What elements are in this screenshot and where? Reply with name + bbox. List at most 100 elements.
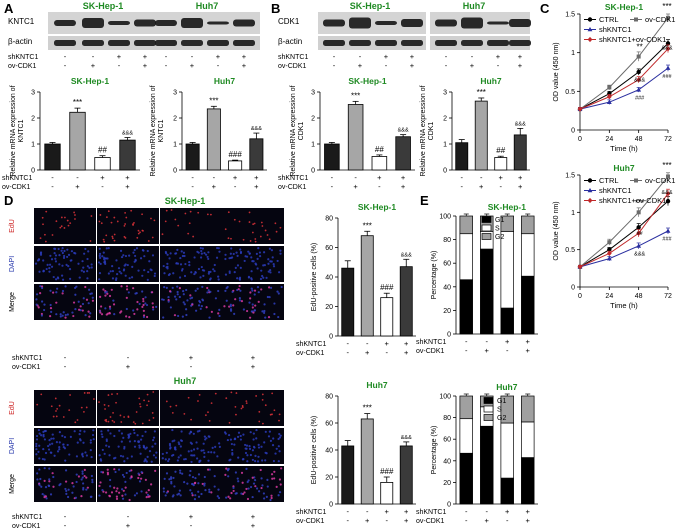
cell-dot	[172, 272, 175, 275]
cell-dot	[88, 315, 91, 318]
cell-dot	[38, 468, 41, 471]
condition-sign: -	[190, 521, 193, 530]
cell-dot	[213, 485, 216, 488]
cell-dot	[175, 404, 178, 407]
cell-dot	[48, 263, 52, 266]
cell-dot	[251, 303, 254, 306]
cell-dot	[105, 234, 108, 237]
cell-dot	[35, 293, 39, 296]
y-axis-label-line: KNTC1	[158, 119, 165, 142]
blot-band	[509, 40, 531, 46]
cell-dot	[130, 455, 133, 458]
condition-sign: -	[500, 182, 503, 191]
cell-dot	[84, 451, 87, 454]
cell-dot	[41, 492, 44, 496]
condition-sign: -	[347, 339, 350, 348]
cell-dot	[80, 269, 83, 272]
row-label-ov: ov-CDK1	[296, 518, 325, 525]
chart-edu-sk: SK-Hep-1 EdU-positive cells (%) 0 20 40 60 80 *…	[296, 202, 416, 357]
cell-dot	[42, 223, 44, 226]
y-axis-label: Relative mRNA expression ofKNTC1	[150, 85, 165, 176]
cell-dot	[152, 454, 156, 457]
cell-dot	[141, 422, 144, 425]
condition-sign: +	[365, 348, 370, 357]
y-tick-label: 1	[311, 142, 315, 149]
cell-dot	[117, 468, 121, 471]
stacked-segment	[459, 279, 473, 335]
cell-dot	[76, 441, 79, 444]
cell-dot	[69, 277, 72, 280]
bar	[119, 139, 136, 171]
x-tick-label: 24	[605, 136, 613, 143]
cell-dot	[108, 312, 111, 315]
cell-dot	[121, 497, 125, 500]
cell-dot	[106, 473, 110, 476]
cell-dot	[127, 436, 130, 439]
cell-dot	[79, 429, 82, 432]
cell-dot	[151, 254, 155, 257]
cell-dot	[271, 477, 274, 480]
significance-label: ##	[496, 146, 505, 155]
panel-letter-d: D	[4, 193, 13, 208]
cell-dot	[72, 301, 76, 304]
stacked-segment	[480, 425, 494, 505]
cell-dot	[43, 467, 46, 470]
cell-dot	[69, 394, 72, 396]
significance-label: ***	[662, 161, 671, 170]
cell-dot	[188, 474, 191, 477]
condition-sign: +	[251, 362, 256, 371]
cell-dot	[265, 495, 268, 498]
stacked-segment	[500, 230, 514, 309]
row-label-ov: ov-CDK1	[416, 348, 445, 355]
cell-dot	[168, 290, 172, 293]
cell-dot	[190, 492, 194, 495]
cell-dot	[269, 286, 273, 289]
y-tick-label: 2	[311, 116, 315, 123]
cell-dot	[112, 411, 114, 414]
cell-dot	[85, 298, 89, 301]
cell-dot	[144, 458, 147, 462]
cell-dot	[56, 450, 60, 453]
cell-dot	[122, 475, 126, 478]
cell-dot	[55, 220, 58, 223]
cell-dot	[161, 233, 164, 236]
cell-dot	[266, 234, 269, 236]
cell-dot	[190, 442, 193, 445]
condition-sign: -	[213, 173, 216, 182]
cell-dot	[104, 307, 107, 310]
cell-dot	[83, 474, 86, 478]
cell-dot	[74, 252, 77, 255]
cell-dot	[81, 452, 84, 455]
cell-dot	[53, 251, 56, 255]
cell-dot	[124, 254, 128, 258]
stacked-segment	[500, 307, 514, 335]
cell-dot	[248, 301, 251, 304]
cell-dot	[123, 264, 126, 267]
chart-title: Huh7	[613, 163, 635, 173]
cell-dot	[98, 401, 100, 403]
row-label-sh: shKNTC1	[12, 514, 42, 521]
cell-dot	[37, 428, 41, 432]
cell-dot	[140, 471, 143, 474]
condition-sign: -	[506, 346, 509, 355]
cell-dot	[218, 314, 221, 318]
legend-swatch	[481, 233, 492, 240]
cell-dot	[273, 409, 276, 412]
cell-dot	[53, 454, 56, 457]
marker	[636, 69, 641, 75]
cell-dot	[105, 290, 108, 293]
cell-dot	[39, 237, 42, 240]
chart-growth-huh: Huh7 OD value (450 nm) 0 0.5 1 1.5 0 24 48 72 Time…	[553, 161, 675, 310]
cell-dot	[64, 316, 67, 319]
cell-dot	[197, 267, 201, 271]
cell-dot	[170, 477, 173, 480]
y-tick-label: 100	[439, 394, 451, 401]
cell-dot	[273, 302, 276, 305]
micrograph-tile	[34, 246, 96, 282]
cell-dot	[113, 468, 116, 471]
cell-dot	[105, 420, 108, 423]
cell-dot	[74, 308, 77, 311]
condition-sign: -	[76, 173, 79, 182]
y-tick-label: 0	[571, 285, 575, 292]
cell-dot	[252, 438, 255, 441]
